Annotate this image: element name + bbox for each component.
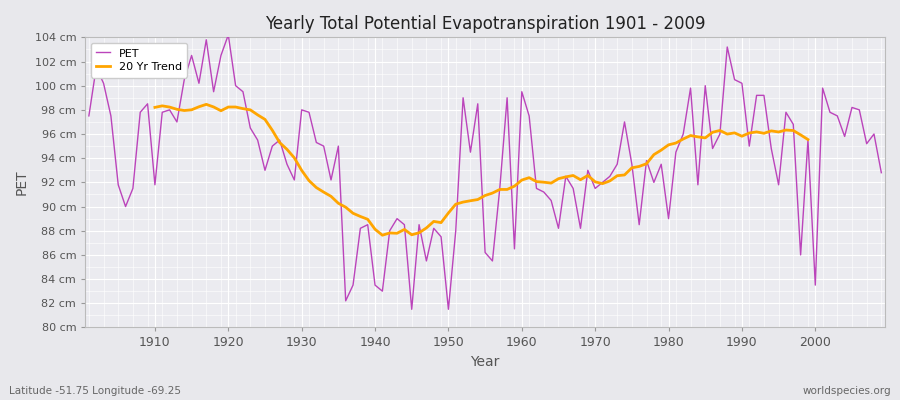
Y-axis label: PET: PET [15, 170, 29, 195]
PET [619, 120, 630, 124]
20 Yr Trend [788, 128, 798, 133]
PET [531, 186, 542, 191]
PET [524, 114, 535, 118]
20 Yr Trend [201, 102, 212, 107]
PET [223, 32, 234, 37]
20 Yr Trend [149, 105, 160, 110]
Text: worldspecies.org: worldspecies.org [803, 386, 891, 396]
Title: Yearly Total Potential Evapotranspiration 1901 - 2009: Yearly Total Potential Evapotranspiratio… [265, 15, 706, 33]
Line: 20 Yr Trend: 20 Yr Trend [155, 104, 808, 235]
20 Yr Trend [722, 132, 733, 136]
X-axis label: Year: Year [471, 355, 500, 369]
PET [355, 226, 365, 231]
20 Yr Trend [707, 130, 718, 135]
20 Yr Trend [355, 214, 365, 219]
20 Yr Trend [619, 172, 630, 177]
Text: Latitude -51.75 Longitude -69.25: Latitude -51.75 Longitude -69.25 [9, 386, 181, 396]
PET [142, 102, 153, 106]
Legend: PET, 20 Yr Trend: PET, 20 Yr Trend [91, 43, 187, 78]
20 Yr Trend [803, 137, 814, 142]
PET [876, 170, 886, 175]
PET [84, 114, 94, 118]
PET [310, 140, 321, 145]
20 Yr Trend [245, 108, 256, 112]
20 Yr Trend [377, 233, 388, 238]
Line: PET: PET [89, 35, 881, 309]
PET [406, 307, 417, 312]
